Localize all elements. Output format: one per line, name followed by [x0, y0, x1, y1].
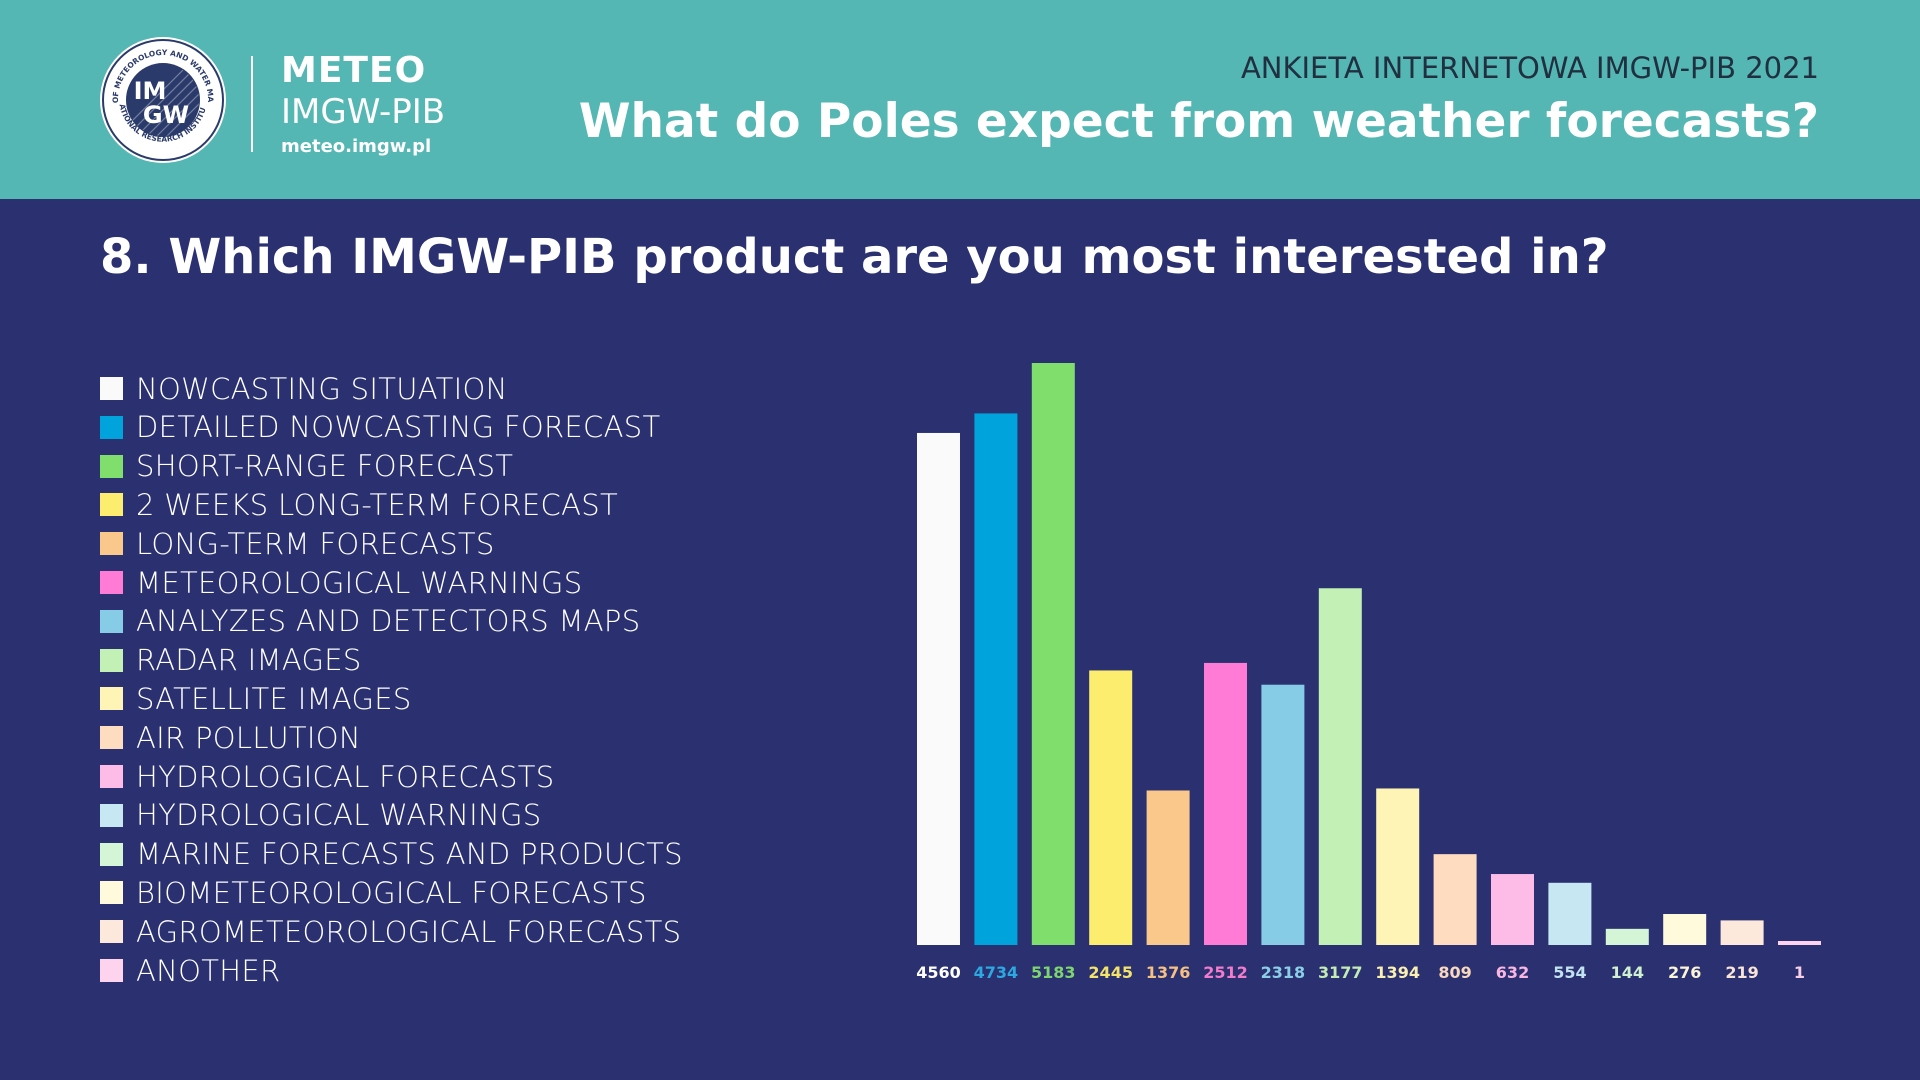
bar-value-label: 4560	[916, 963, 961, 982]
bar	[1089, 670, 1133, 945]
bar-value-label: 144	[1611, 963, 1644, 982]
legend-item: ANALYZES AND DETECTORS MAPS	[100, 602, 740, 641]
legend-label: BIOMETEOROLOGICAL FORECASTS	[136, 875, 647, 910]
legend-label: DETAILED NOWCASTING FORECAST	[136, 410, 661, 445]
bar-value-label: 809	[1438, 963, 1471, 982]
bar	[1376, 788, 1420, 945]
brand-subname: IMGW-PIB	[281, 92, 446, 132]
seal-mark-im: IM	[134, 77, 167, 105]
bar-value-label: 5183	[1031, 963, 1076, 982]
legend-label: LONG-TERM FORECASTS	[136, 526, 495, 561]
header-banner: INSTITUTE OF METEOROLOGY AND WATER MANAG…	[0, 0, 1920, 199]
legend-swatch	[100, 959, 123, 982]
bar-value-label: 2318	[1261, 963, 1306, 982]
legend-label: SATELLITE IMAGES	[136, 681, 412, 716]
bar-value-label: 554	[1553, 963, 1586, 982]
bar	[1433, 854, 1477, 945]
legend-label: MARINE FORECASTS AND PRODUCTS	[136, 837, 683, 872]
legend-item: METEOROLOGICAL WARNINGS	[100, 563, 740, 602]
legend-label: SHORT-RANGE FORECAST	[136, 449, 514, 484]
legend-swatch	[100, 532, 123, 556]
legend-item: BIOMETEOROLOGICAL FORECASTS	[100, 873, 740, 912]
legend-swatch	[100, 648, 123, 672]
legend-swatch	[100, 454, 123, 478]
imgw-seal-logo: INSTITUTE OF METEOROLOGY AND WATER MANAG…	[98, 35, 226, 163]
bar	[1491, 874, 1534, 945]
legend-item: LONG-TERM FORECASTS	[100, 524, 740, 563]
legend-label: HYDROLOGICAL FORECASTS	[136, 759, 555, 794]
legend-label: ANOTHER	[136, 953, 281, 988]
bar-value-label: 1376	[1146, 963, 1191, 982]
legend-item: AGROMETEOROLOGICAL FORECASTS	[100, 912, 740, 951]
bar-value-label: 4734	[974, 963, 1019, 982]
legend-label: AIR POLLUTION	[136, 720, 361, 755]
legend-swatch	[100, 571, 123, 594]
legend-swatch	[100, 609, 123, 633]
legend-swatch	[100, 726, 123, 750]
legend-item: RADAR IMAGES	[100, 641, 740, 680]
legend-label: HYDROLOGICAL WARNINGS	[136, 798, 542, 833]
bar	[1663, 914, 1707, 945]
legend-item: DETAILED NOWCASTING FORECAST	[100, 408, 740, 447]
bar	[1548, 882, 1592, 945]
legend-swatch	[100, 415, 123, 439]
legend-swatch	[100, 377, 123, 400]
bar	[1720, 920, 1764, 945]
legend-item: SATELLITE IMAGES	[100, 679, 740, 718]
brand-url: meteo.imgw.pl	[281, 136, 432, 157]
legend-item: AIR POLLUTION	[100, 718, 740, 757]
bar	[1318, 588, 1362, 945]
legend-swatch	[100, 842, 123, 866]
bar	[1031, 363, 1075, 945]
survey-label: ANKIETA INTERNETOWA IMGW-PIB 2021	[1240, 51, 1819, 85]
bar	[1261, 684, 1305, 945]
bar-value-label: 219	[1725, 963, 1758, 982]
bar	[1204, 662, 1247, 945]
page-title: What do Poles expect from weather foreca…	[578, 94, 1819, 149]
legend-label: AGROMETEOROLOGICAL FORECASTS	[136, 914, 682, 949]
legend-label: ANALYZES AND DETECTORS MAPS	[136, 604, 641, 639]
legend-item: HYDROLOGICAL WARNINGS	[100, 796, 740, 835]
legend-label: RADAR IMAGES	[136, 643, 362, 678]
legend-label: 2 WEEKS LONG-TERM FORECAST	[136, 487, 618, 522]
legend-item: NOWCASTING SITUATION	[100, 369, 740, 408]
brand-name: METEO	[281, 50, 427, 91]
bar-value-label: 1	[1794, 963, 1805, 982]
legend-swatch	[100, 765, 123, 788]
legend-item: HYDROLOGICAL FORECASTS	[100, 757, 740, 796]
legend-swatch	[100, 687, 123, 711]
bar	[1146, 790, 1190, 945]
legend-label: METEOROLOGICAL WARNINGS	[136, 565, 583, 600]
bar-value-label: 1394	[1375, 963, 1420, 982]
bar-value-label: 276	[1668, 963, 1701, 982]
legend-label: NOWCASTING SITUATION	[136, 371, 508, 406]
legend-item: MARINE FORECASTS AND PRODUCTS	[100, 835, 740, 874]
bar-value-label: 2512	[1203, 963, 1248, 982]
legend-swatch	[100, 881, 123, 905]
bar	[1605, 928, 1649, 945]
bar-value-label: 2445	[1088, 963, 1133, 982]
bar	[974, 413, 1018, 945]
bar-value-label: 3177	[1318, 963, 1363, 982]
legend-swatch	[100, 803, 123, 827]
legend-item: ANOTHER	[100, 951, 740, 990]
bar	[1778, 941, 1821, 945]
seal-mark-gw: GW	[143, 101, 189, 129]
bar-value-label: 632	[1496, 963, 1529, 982]
legend-item: 2 WEEKS LONG-TERM FORECAST	[100, 485, 740, 524]
bar	[917, 432, 960, 945]
legend-swatch	[100, 493, 123, 517]
question-heading: 8. Which IMGW-PIB product are you most i…	[100, 229, 1609, 285]
legend-swatch	[100, 920, 123, 944]
legend-item: SHORT-RANGE FORECAST	[100, 447, 740, 486]
logo-divider	[251, 56, 253, 152]
bar-chart: 4560 4734 5183 2445 1376 2512 2318 3177 1394 809 6…	[916, 363, 1821, 982]
